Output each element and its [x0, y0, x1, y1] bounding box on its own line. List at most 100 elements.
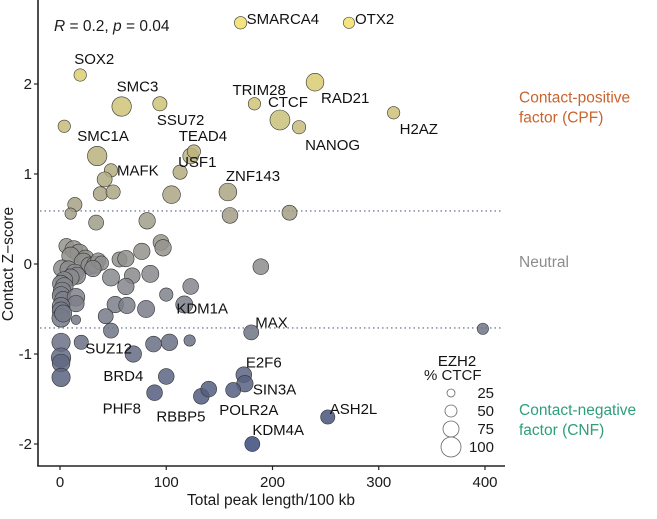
category-label-line2: factor (CPF) — [519, 110, 603, 127]
x-ticks: 0 100 200 300 400 — [56, 466, 498, 491]
y-tick-label: 0 — [24, 256, 32, 273]
data-point — [102, 268, 120, 287]
x-tick-label: 200 — [260, 474, 285, 491]
point-smc1a — [87, 145, 108, 167]
category-label: Contact-negative — [519, 402, 636, 419]
data-point — [70, 314, 81, 325]
x-tick-label: 400 — [472, 474, 497, 491]
data-point — [162, 185, 181, 204]
data-point — [118, 296, 136, 314]
point-usf1 — [172, 164, 188, 180]
point-kdm1a — [175, 295, 194, 314]
data-point — [97, 308, 114, 325]
size-legend-circle — [444, 404, 458, 418]
x-tick-label: 300 — [366, 474, 391, 491]
point-label: H2AZ — [400, 121, 438, 138]
data-point — [54, 304, 73, 323]
y-tick-label: 2 — [24, 76, 32, 93]
point-label: KDM4A — [252, 422, 304, 439]
size-legend-circle — [446, 388, 456, 398]
data-point — [221, 207, 239, 224]
p-value: = 0.04 — [122, 18, 170, 35]
stats-annotation: R = 0.2, p = 0.04 — [54, 18, 170, 35]
point-label: MAX — [255, 314, 288, 331]
y-axis-label: Contact Z−score — [0, 207, 17, 321]
data-point — [159, 287, 174, 302]
point-label: POLR2A — [219, 402, 278, 419]
point-brd4 — [124, 345, 142, 363]
size-legend-label: 75 — [477, 421, 494, 438]
data-point — [57, 119, 71, 133]
data-point — [64, 207, 77, 220]
category-labels: Contact-positive factor (CPF) Neutral Conta… — [519, 90, 636, 439]
data-point — [117, 250, 135, 268]
point-label: SOX2 — [74, 51, 114, 68]
point-label: TEAD4 — [179, 128, 227, 145]
size-legend-label: 50 — [477, 403, 494, 420]
point-ctcf — [269, 109, 291, 131]
data-point — [158, 368, 175, 385]
point-label: USF1 — [178, 154, 216, 171]
r-value: = 0.2, — [65, 18, 113, 35]
point-label: BRD4 — [103, 368, 143, 385]
point-label: SMARCA4 — [247, 11, 320, 28]
data-points — [51, 16, 489, 452]
point-label: OTX2 — [355, 11, 394, 28]
data-point — [138, 212, 156, 230]
y-tick-label: 1 — [24, 166, 32, 183]
data-point — [200, 380, 217, 398]
point-label: RBBP5 — [156, 408, 205, 425]
data-point — [137, 300, 155, 318]
data-point — [154, 239, 172, 257]
category-label-line2: factor (CNF) — [519, 422, 604, 439]
point-label: RAD21 — [321, 90, 369, 107]
point-ash2l — [320, 409, 336, 425]
size-legend-circle — [442, 420, 460, 438]
point-nanog — [292, 120, 307, 135]
x-tick-label: 100 — [154, 474, 179, 491]
data-point — [117, 277, 135, 296]
data-point — [88, 214, 104, 231]
point-label: NANOG — [305, 137, 360, 154]
r-symbol: R — [54, 18, 65, 35]
point-label: EZH2 — [438, 353, 476, 370]
data-point — [103, 322, 119, 339]
size-legend-label: 25 — [477, 385, 494, 402]
data-point — [141, 265, 160, 283]
point-kdm4a — [244, 436, 261, 452]
point-label: E2F6 — [246, 355, 282, 372]
point-label: ASH2L — [330, 401, 378, 418]
data-point — [182, 278, 199, 295]
point-label: SSU72 — [157, 112, 205, 129]
y-ticks: 2 1 0 -1 -2 — [19, 76, 38, 453]
point-label: KDM1A — [176, 301, 228, 318]
point-label: SMC1A — [77, 128, 129, 145]
x-tick-label: 0 — [56, 474, 64, 491]
y-tick-label: -2 — [19, 436, 32, 453]
point-label: CTCF — [268, 94, 308, 111]
data-point — [92, 186, 108, 202]
data-point — [186, 144, 201, 159]
size-legend-label: 100 — [469, 439, 494, 456]
data-point — [160, 333, 178, 351]
point-label: SUZ12 — [85, 340, 132, 357]
point-h2az — [387, 106, 401, 120]
point-label: ZNF143 — [226, 168, 280, 185]
size-legend-title: % CTCF — [424, 367, 482, 384]
y-tick-label: -1 — [19, 346, 32, 363]
point-smc3 — [111, 96, 132, 117]
data-point — [96, 171, 113, 188]
point-smarca4 — [234, 16, 248, 30]
point-sox2 — [73, 68, 87, 82]
point-ezh2 — [476, 322, 489, 335]
data-point — [133, 242, 151, 260]
data-point — [105, 184, 121, 200]
point-label: SMC3 — [117, 79, 159, 96]
point-suz12 — [73, 334, 89, 350]
point-rad21 — [305, 73, 325, 92]
size-legend-circle — [440, 436, 462, 458]
category-label: Contact-positive — [519, 90, 630, 107]
